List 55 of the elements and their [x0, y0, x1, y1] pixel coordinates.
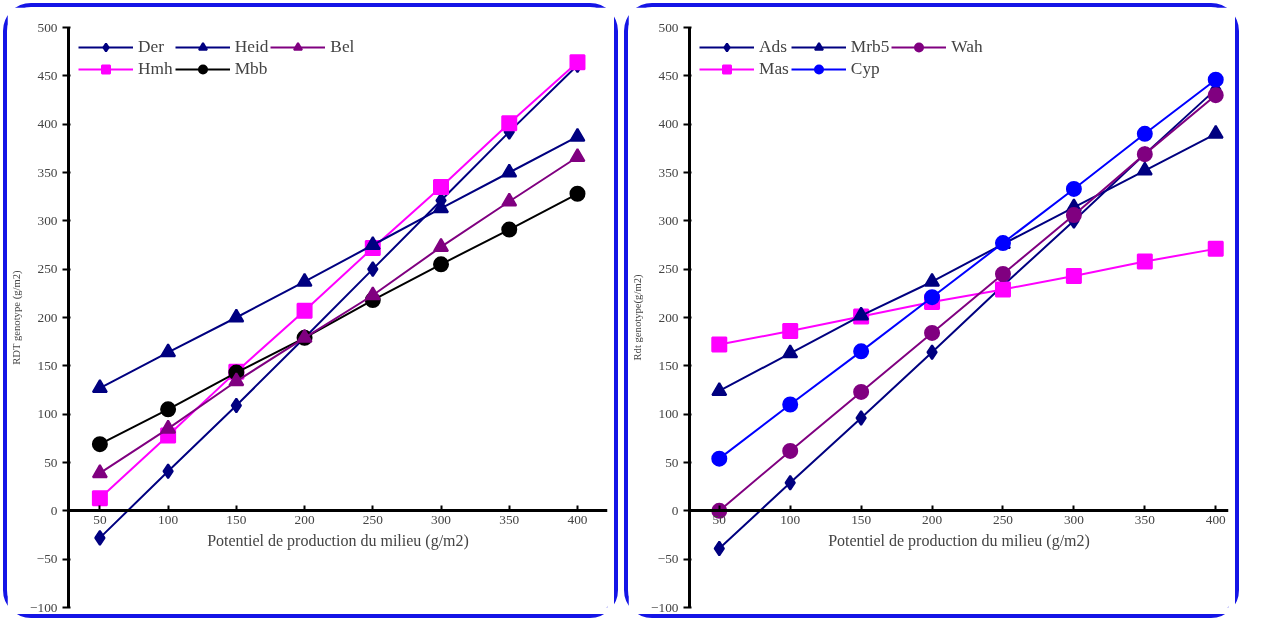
- y-tick-label: 350: [658, 164, 679, 180]
- x-tick-label: 400: [1205, 511, 1227, 527]
- x-tick-label: 350: [1134, 511, 1156, 527]
- x-tick-label: 250: [362, 511, 384, 527]
- y-tick-label: 100: [37, 406, 58, 422]
- legend-label: Mrb5: [850, 37, 890, 57]
- x-tick-label: 150: [226, 511, 247, 527]
- x-tick-label: 350: [499, 511, 520, 527]
- x-tick-label: 100: [158, 511, 179, 527]
- x-tick-label: 200: [294, 511, 315, 527]
- y-tick-label: 50: [44, 454, 58, 470]
- y-tick-label: −50: [657, 551, 679, 567]
- y-tick-label: 150: [37, 357, 58, 373]
- legend-label: Cyp: [850, 59, 880, 79]
- y-tick-label: −100: [650, 599, 679, 615]
- legend-label: Mbb: [234, 59, 268, 79]
- x-tick-label: 300: [431, 511, 452, 527]
- y-tick-label: 400: [658, 116, 679, 132]
- x-tick-label: 100: [780, 511, 801, 527]
- legend-label: Bel: [330, 37, 355, 57]
- legend-label: Mas: [759, 59, 789, 79]
- x-axis-title: Potentiel de production du milieu (g/m2): [828, 531, 1090, 550]
- y-axis-title: RDT genotype (g/m2): [10, 269, 23, 365]
- y-tick-label: 250: [658, 261, 679, 277]
- legend-label: Hmh: [138, 59, 173, 79]
- y-tick-label: 450: [37, 67, 58, 83]
- y-tick-label: 350: [37, 164, 58, 180]
- legend-label: Ads: [759, 37, 787, 57]
- y-tick-label: 200: [37, 309, 58, 325]
- y-axis-title: Rdt genotype(g/m2): [631, 273, 644, 361]
- y-tick-label: 500: [37, 19, 58, 35]
- y-tick-label: 200: [658, 309, 679, 325]
- y-tick-label: −50: [36, 551, 58, 567]
- y-tick-label: 450: [658, 67, 679, 83]
- y-tick-label: 300: [37, 212, 58, 228]
- y-tick-label: 400: [37, 116, 58, 132]
- y-tick-label: 250: [37, 261, 58, 277]
- x-tick-label: 50: [93, 511, 107, 527]
- x-tick-label: 300: [1063, 511, 1085, 527]
- legend-label: Heid: [234, 37, 269, 57]
- y-tick-label: 300: [658, 212, 679, 228]
- legend-label: Wah: [951, 37, 983, 57]
- y-tick-label: 50: [665, 454, 679, 470]
- x-tick-label: 150: [851, 511, 872, 527]
- x-tick-label: 400: [567, 511, 588, 527]
- y-tick-label: −100: [29, 599, 58, 615]
- y-tick-label: 0: [50, 502, 58, 518]
- y-tick-label: 150: [658, 357, 679, 373]
- y-tick-label: 0: [671, 502, 679, 518]
- x-axis-title: Potentiel de production du milieu (g/m2): [207, 531, 469, 550]
- x-tick-label: 200: [922, 511, 943, 527]
- y-tick-label: 500: [658, 19, 679, 35]
- y-tick-label: 100: [658, 406, 679, 422]
- legend-label: Der: [138, 37, 164, 57]
- x-tick-label: 250: [992, 511, 1014, 527]
